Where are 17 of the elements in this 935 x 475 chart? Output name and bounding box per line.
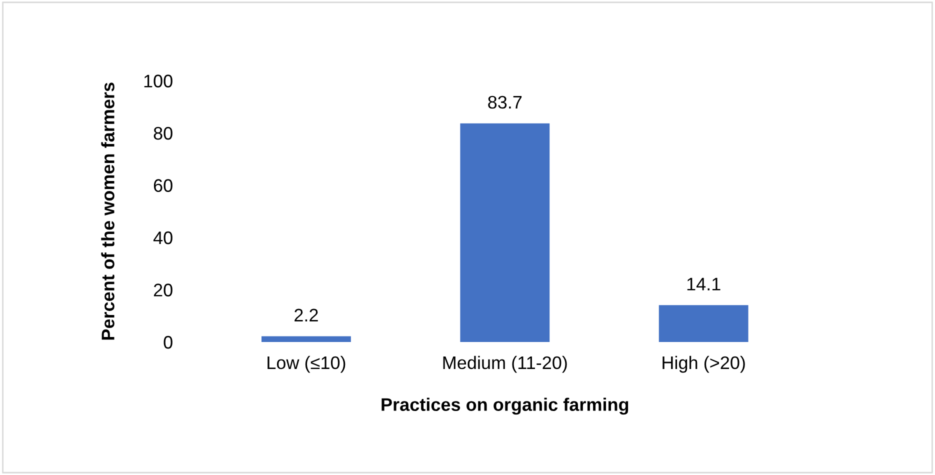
bar	[658, 305, 748, 342]
data-label: 14.1	[687, 278, 720, 290]
y-tick-label: 100	[144, 74, 172, 88]
x-tick-label: High (>20)	[662, 356, 745, 373]
y-tick-label: 0	[164, 336, 172, 349]
x-tick-label: Medium (11-20)	[443, 356, 567, 373]
y-tick-label: 20	[154, 284, 172, 296]
y-tick-label: 60	[154, 179, 172, 192]
bar	[460, 123, 550, 342]
data-label: 2.2	[294, 308, 318, 322]
data-label: 83.7	[488, 96, 522, 109]
y-tick-label: 40	[153, 231, 172, 244]
y-axis-title: Percent of the women farmers	[101, 82, 114, 340]
bar	[262, 336, 351, 342]
x-axis-title: Practices on organic farming	[382, 398, 628, 415]
y-tick-label: 80	[154, 126, 172, 140]
x-tick-label: Low (≤10)	[268, 356, 346, 373]
